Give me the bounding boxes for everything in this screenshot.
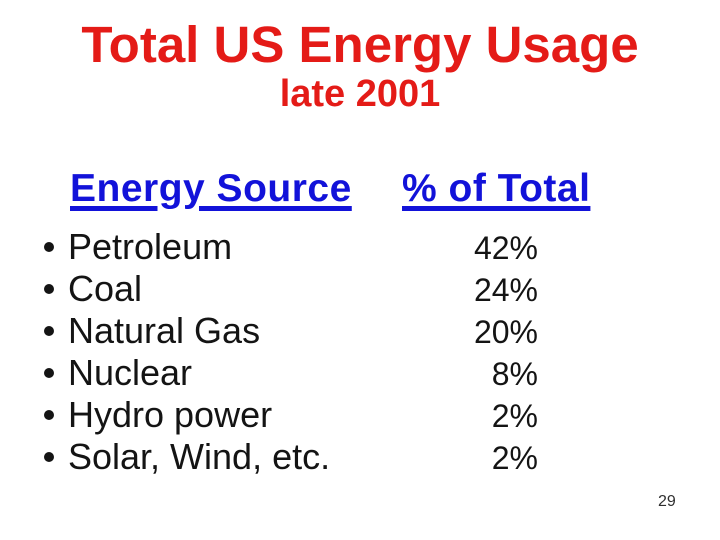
column-header-energy-source: Energy Source — [70, 167, 352, 210]
percent-value: 42% — [473, 230, 538, 266]
energy-source-label: Hydro power — [68, 394, 273, 435]
table-row: Petroleum 42% — [44, 226, 538, 268]
slide-title: Total US Energy Usage — [81, 16, 639, 73]
bullet-icon — [44, 284, 54, 294]
energy-source-label: Petroleum — [68, 226, 233, 267]
page-number: 29 — [658, 493, 676, 510]
column-header-percent-of-total: % of Total — [402, 167, 591, 210]
table-row: Coal 24% — [44, 268, 538, 310]
energy-source-label: Nuclear — [68, 352, 193, 393]
bullet-icon — [44, 242, 54, 252]
table-row: Solar, Wind, etc. 2% — [44, 436, 538, 478]
percent-value: 2% — [491, 440, 538, 476]
table-row: Natural Gas 20% — [44, 310, 538, 352]
energy-source-label: Coal — [68, 268, 143, 309]
bullet-icon — [44, 326, 54, 336]
energy-source-label: Solar, Wind, etc. — [68, 436, 331, 477]
table-row: Nuclear 8% — [44, 352, 538, 394]
table-row: Hydro power 2% — [44, 394, 538, 436]
percent-value: 8% — [491, 356, 538, 392]
slide-subtitle: late 2001 — [279, 73, 441, 115]
bullet-icon — [44, 410, 54, 420]
energy-source-label: Natural Gas — [68, 310, 261, 351]
bullet-icon — [44, 368, 54, 378]
energy-table: Petroleum 42% Coal 24% Natural Gas 20% N… — [44, 226, 538, 478]
percent-value: 2% — [491, 398, 538, 434]
bullet-icon — [44, 452, 54, 462]
percent-value: 20% — [473, 314, 538, 350]
percent-value: 24% — [473, 272, 538, 308]
